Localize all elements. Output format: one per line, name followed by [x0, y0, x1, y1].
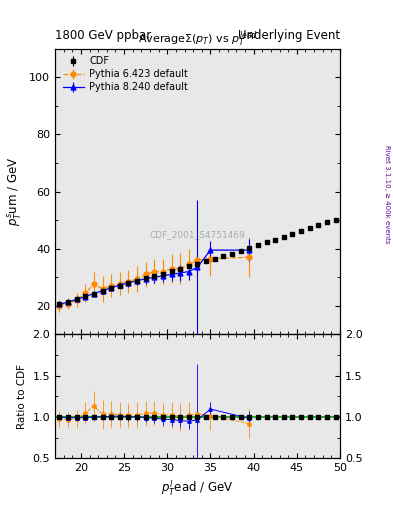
Text: CDF_2001_S4751469: CDF_2001_S4751469: [150, 230, 245, 239]
Title: Average$\Sigma(p_T)$ vs $p_T^{lead}$: Average$\Sigma(p_T)$ vs $p_T^{lead}$: [138, 29, 257, 49]
Legend: CDF, Pythia 6.423 default, Pythia 8.240 default: CDF, Pythia 6.423 default, Pythia 8.240 …: [60, 53, 191, 95]
X-axis label: $p_T^{l}$ead / GeV: $p_T^{l}$ead / GeV: [161, 479, 234, 498]
Text: Rivet 3.1.10, ≥ 400k events: Rivet 3.1.10, ≥ 400k events: [384, 145, 390, 244]
Y-axis label: Ratio to CDF: Ratio to CDF: [17, 364, 27, 429]
Text: 1800 GeV ppbar: 1800 GeV ppbar: [55, 29, 151, 42]
Text: Underlying Event: Underlying Event: [238, 29, 340, 42]
Y-axis label: $p_T^s$um / GeV: $p_T^s$um / GeV: [6, 157, 24, 226]
